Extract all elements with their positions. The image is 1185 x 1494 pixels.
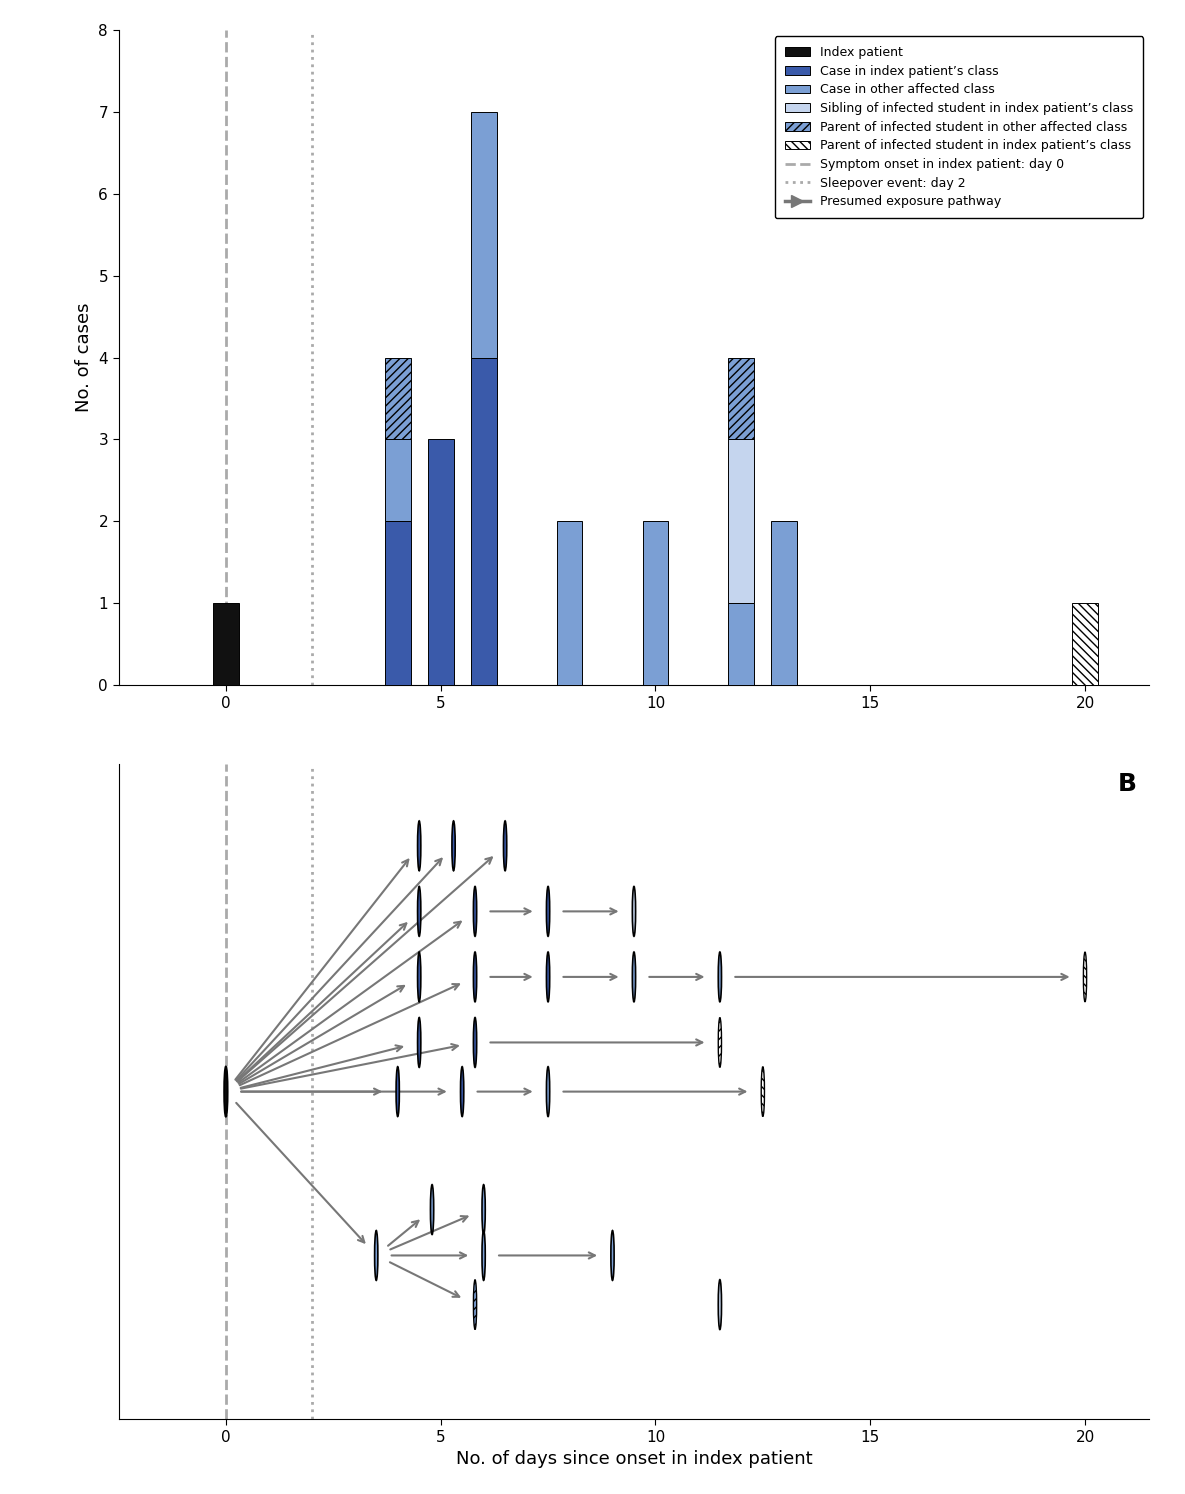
Bar [470, 112, 497, 357]
Circle shape [417, 886, 421, 937]
Circle shape [1083, 952, 1087, 1002]
Circle shape [461, 1067, 463, 1116]
Circle shape [451, 820, 455, 871]
Circle shape [396, 1067, 399, 1116]
Circle shape [417, 952, 421, 1002]
Bar [385, 357, 411, 439]
Circle shape [610, 1231, 614, 1280]
Circle shape [718, 952, 722, 1002]
Text: B: B [1119, 772, 1138, 796]
Circle shape [633, 952, 635, 1002]
Bar [557, 521, 583, 686]
Bar [470, 357, 497, 686]
Circle shape [633, 886, 635, 937]
Circle shape [473, 1017, 476, 1067]
Circle shape [473, 886, 476, 937]
Circle shape [504, 820, 507, 871]
Circle shape [417, 820, 421, 871]
Circle shape [473, 1280, 476, 1330]
Circle shape [482, 1185, 486, 1234]
Circle shape [482, 1231, 486, 1280]
Text: A: A [1117, 37, 1138, 61]
Circle shape [374, 1231, 378, 1280]
Circle shape [718, 1280, 722, 1330]
Bar [385, 521, 411, 686]
Circle shape [546, 1067, 550, 1116]
Circle shape [224, 1067, 228, 1116]
Circle shape [546, 886, 550, 937]
Bar [1072, 604, 1097, 686]
Circle shape [417, 1017, 421, 1067]
Bar [642, 521, 668, 686]
Circle shape [761, 1067, 764, 1116]
Circle shape [718, 1017, 722, 1067]
Bar [729, 357, 754, 439]
Bar [729, 439, 754, 604]
Y-axis label: No. of cases: No. of cases [75, 303, 92, 412]
Legend: Index patient, Case in index patient’s class, Case in other affected class, Sibl: Index patient, Case in index patient’s c… [775, 36, 1144, 218]
Bar [385, 439, 411, 521]
Circle shape [546, 952, 550, 1002]
Bar [729, 604, 754, 686]
Circle shape [473, 952, 476, 1002]
Circle shape [430, 1185, 434, 1234]
Bar [213, 604, 239, 686]
Bar [771, 521, 798, 686]
X-axis label: No. of days since onset in index patient: No. of days since onset in index patient [456, 1451, 812, 1469]
Bar [428, 439, 454, 686]
